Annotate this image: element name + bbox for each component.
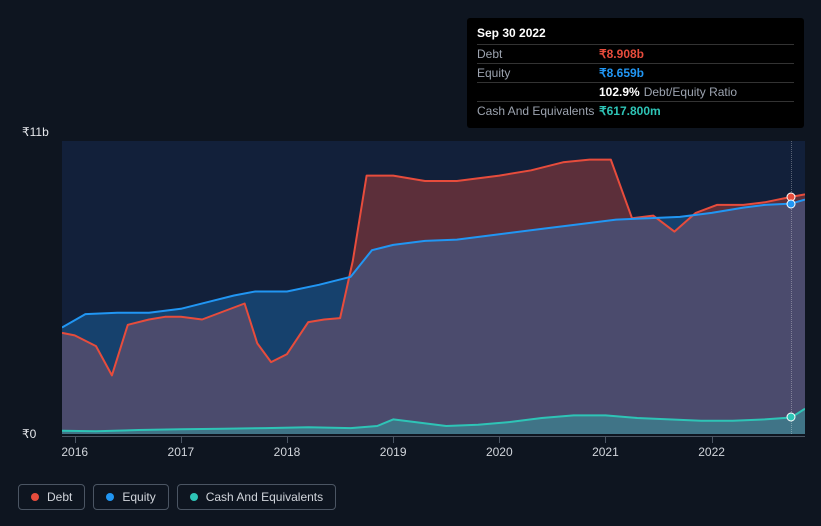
x-axis-tick (287, 437, 288, 443)
legend-dot-icon (106, 493, 114, 501)
hover-point (787, 199, 796, 208)
legend-item-label: Debt (47, 490, 72, 504)
legend-item[interactable]: Equity (93, 484, 168, 510)
tooltip-row: Debt₹8.908b (477, 44, 794, 63)
tooltip-row-value: ₹8.659b (599, 66, 794, 80)
chart-tooltip: Sep 30 2022 Debt₹8.908bEquity₹8.659b102.… (467, 18, 804, 128)
hover-guideline (791, 141, 792, 434)
chart-container: ₹11b ₹0 2016 2017 2018 2019 2020 2021 2022 (16, 125, 805, 466)
tooltip-row-value: ₹8.908b (599, 47, 794, 61)
tooltip-row-label: Equity (477, 66, 599, 80)
x-axis-tick (181, 437, 182, 443)
x-axis-tick (499, 437, 500, 443)
tooltip-row: Equity₹8.659b (477, 63, 794, 82)
y-axis-label-top: ₹11b (22, 125, 49, 139)
legend-item-label: Cash And Equivalents (206, 490, 323, 504)
y-axis-label-bottom: ₹0 (22, 427, 36, 441)
x-axis-tick (605, 437, 606, 443)
x-axis-tick-label: 2016 (61, 445, 88, 459)
tooltip-row: Cash And Equivalents₹617.800m (477, 101, 794, 120)
x-axis-tick-label: 2018 (274, 445, 301, 459)
legend-item[interactable]: Cash And Equivalents (177, 484, 336, 510)
tooltip-row-label (477, 85, 599, 99)
x-axis-tick-label: 2019 (380, 445, 407, 459)
x-axis-tick-label: 2022 (698, 445, 725, 459)
tooltip-row-label: Cash And Equivalents (477, 104, 599, 118)
x-axis-tick (393, 437, 394, 443)
legend-item[interactable]: Debt (18, 484, 85, 510)
chart-plot-area[interactable] (62, 141, 805, 434)
x-axis-tick-label: 2020 (486, 445, 513, 459)
tooltip-row: 102.9%Debt/Equity Ratio (477, 82, 794, 101)
legend-dot-icon (190, 493, 198, 501)
x-axis-tick (75, 437, 76, 443)
tooltip-row-value: 102.9%Debt/Equity Ratio (599, 85, 794, 99)
x-axis-tick (712, 437, 713, 443)
x-axis: 2016 2017 2018 2019 2020 2021 2022 (62, 436, 805, 466)
tooltip-row-value: ₹617.800m (599, 104, 794, 118)
legend-dot-icon (31, 493, 39, 501)
x-axis-tick-label: 2021 (592, 445, 619, 459)
x-axis-tick-label: 2017 (168, 445, 195, 459)
hover-point (787, 413, 796, 422)
tooltip-date: Sep 30 2022 (477, 26, 794, 40)
legend-item-label: Equity (122, 490, 155, 504)
tooltip-row-label: Debt (477, 47, 599, 61)
chart-legend: Debt Equity Cash And Equivalents (18, 484, 336, 510)
